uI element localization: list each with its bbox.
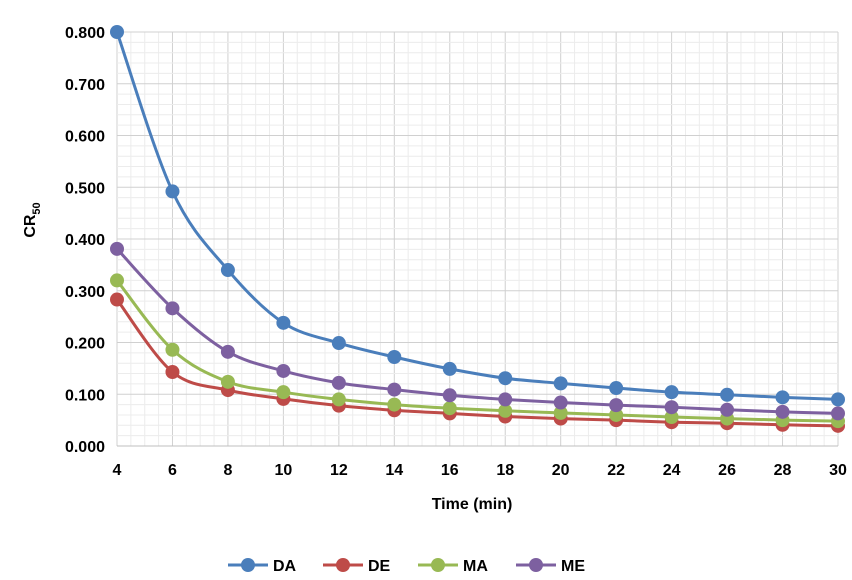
data-point-da [831, 392, 845, 407]
legend-marker [431, 558, 445, 572]
legend-marker [241, 558, 255, 572]
data-point-me [498, 392, 513, 407]
y-tick-label: 0.800 [65, 25, 105, 42]
data-point-me [276, 363, 291, 378]
legend-item-da: DA [228, 558, 297, 575]
legend-label: ME [561, 558, 585, 575]
data-point-da [387, 349, 402, 364]
x-tick-label: 14 [385, 462, 403, 479]
data-point-me [664, 400, 679, 415]
data-point-da [609, 381, 624, 396]
legend-item-ma: MA [418, 558, 488, 575]
legend-item-me: ME [516, 558, 585, 575]
x-tick-label: 4 [113, 462, 122, 479]
grid [116, 31, 839, 447]
data-point-de [165, 364, 180, 379]
series-me [110, 241, 845, 421]
series-group [110, 25, 845, 433]
data-point-me [387, 382, 402, 397]
data-point-ma [664, 410, 679, 425]
series-da [110, 25, 845, 407]
x-tick-label: 16 [441, 462, 459, 479]
data-point-me [553, 395, 568, 410]
y-tick-label: 0.400 [65, 232, 105, 249]
data-point-ma [331, 392, 346, 407]
x-tick-label: 12 [330, 462, 348, 479]
data-point-de [110, 292, 124, 307]
legend-item-de: DE [323, 558, 391, 575]
data-point-ma [220, 374, 235, 389]
x-tick-label: 20 [552, 462, 570, 479]
y-tick-label: 0.600 [65, 129, 105, 146]
x-tick-label: 24 [663, 462, 681, 479]
x-axis-title: Time (min) [432, 496, 513, 513]
data-point-da [165, 184, 180, 199]
data-point-ma [165, 342, 180, 357]
x-tick-label: 26 [718, 462, 736, 479]
data-point-me [165, 301, 180, 316]
data-point-da [553, 376, 568, 391]
data-point-ma [442, 401, 457, 416]
data-point-ma [387, 397, 402, 412]
data-point-me [720, 402, 735, 417]
data-point-ma [110, 273, 124, 288]
data-point-da [442, 361, 457, 376]
x-tick-label: 6 [168, 462, 177, 479]
data-point-me [110, 241, 124, 256]
legend-marker [529, 558, 543, 572]
legend-label: DA [273, 558, 297, 575]
data-point-me [220, 344, 235, 359]
series-ma [110, 273, 845, 429]
data-point-me [609, 398, 624, 413]
data-point-da [276, 315, 291, 330]
data-point-me [331, 375, 346, 390]
data-point-da [720, 387, 735, 402]
legend-marker [336, 558, 350, 572]
x-tick-label: 8 [223, 462, 232, 479]
x-tick-label: 10 [274, 462, 292, 479]
data-point-ma [553, 405, 568, 420]
data-point-ma [276, 385, 291, 400]
legend-label: MA [463, 558, 488, 575]
data-point-da [331, 336, 346, 351]
y-tick-label: 0.100 [65, 387, 105, 404]
x-tick-label: 22 [607, 462, 625, 479]
y-tick-label: 0.700 [65, 77, 105, 94]
data-point-da [220, 263, 235, 278]
y-axis-title-subscript: 50 [31, 202, 43, 214]
x-tick-label: 18 [496, 462, 514, 479]
data-point-me [442, 388, 457, 403]
data-point-da [664, 385, 679, 400]
data-point-ma [498, 403, 513, 418]
y-tick-label: 0.300 [65, 284, 105, 301]
data-point-me [775, 404, 790, 419]
y-tick-label: 0.200 [65, 336, 105, 353]
y-axis-title-base: CR [22, 214, 39, 238]
data-point-me [831, 406, 845, 421]
x-tick-label: 30 [829, 462, 847, 479]
legend-label: DE [368, 558, 391, 575]
data-point-da [110, 25, 124, 39]
y-tick-labels: 0.000 0.100 0.200 0.300 0.400 0.500 0.600 0.700… [65, 25, 105, 456]
data-point-ma [609, 407, 624, 422]
y-tick-label: 0.500 [65, 180, 105, 197]
y-axis-title: CR50 [22, 202, 43, 237]
data-point-da [498, 371, 513, 386]
legend: DA DE MA ME [228, 558, 585, 575]
x-tick-labels: 4 6 8 10 12 14 16 18 20 22 24 26 28 30 [113, 462, 847, 479]
x-tick-label: 28 [774, 462, 792, 479]
data-point-da [775, 390, 790, 405]
y-tick-label: 0.000 [65, 439, 105, 456]
